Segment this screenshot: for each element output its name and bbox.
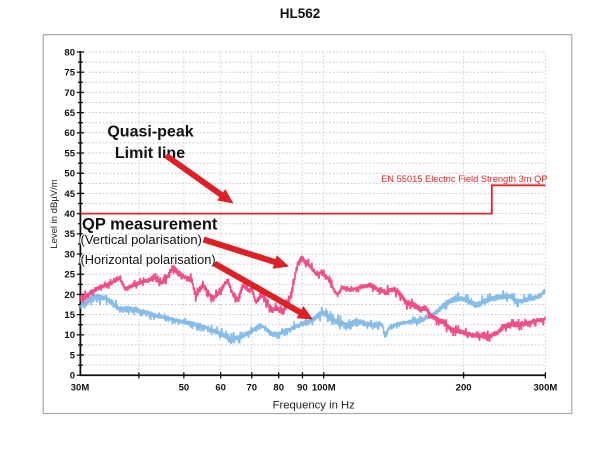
svg-text:60: 60	[215, 383, 226, 394]
svg-text:10: 10	[64, 330, 75, 341]
svg-text:0: 0	[70, 371, 75, 382]
svg-text:Quasi-peak: Quasi-peak	[107, 124, 193, 141]
svg-text:25: 25	[64, 270, 75, 281]
svg-text:80: 80	[273, 383, 284, 394]
svg-text:QP measurement: QP measurement	[82, 216, 218, 234]
svg-text:20: 20	[64, 290, 75, 301]
svg-text:200: 200	[456, 383, 472, 394]
svg-text:50: 50	[179, 383, 190, 394]
svg-text:70: 70	[64, 88, 75, 99]
svg-text:55: 55	[64, 148, 75, 159]
svg-text:80: 80	[64, 47, 75, 58]
svg-text:(Horizontal polarisation): (Horizontal polarisation)	[81, 252, 216, 267]
svg-text:75: 75	[64, 68, 75, 79]
svg-text:300M: 300M	[534, 383, 558, 394]
svg-text:60: 60	[64, 128, 75, 139]
svg-text:100M: 100M	[312, 383, 336, 394]
svg-text:30: 30	[64, 249, 75, 260]
svg-text:5: 5	[70, 350, 76, 361]
svg-text:65: 65	[64, 108, 75, 119]
svg-text:(Vertical polarisation): (Vertical polarisation)	[81, 232, 202, 247]
svg-text:EN 55015 Electric Field Streng: EN 55015 Electric Field Strength 3m QP	[381, 174, 547, 184]
svg-text:45: 45	[64, 189, 75, 200]
svg-text:90: 90	[297, 383, 308, 394]
svg-text:HL562: HL562	[280, 6, 321, 21]
svg-text:50: 50	[64, 169, 75, 180]
svg-text:40: 40	[64, 209, 75, 220]
svg-text:70: 70	[246, 383, 257, 394]
svg-text:30M: 30M	[71, 383, 90, 394]
svg-text:Frequency in Hz: Frequency in Hz	[273, 400, 356, 412]
svg-text:Level in dBµV/m: Level in dBµV/m	[49, 179, 60, 248]
svg-text:15: 15	[64, 310, 75, 321]
svg-text:35: 35	[64, 229, 75, 240]
